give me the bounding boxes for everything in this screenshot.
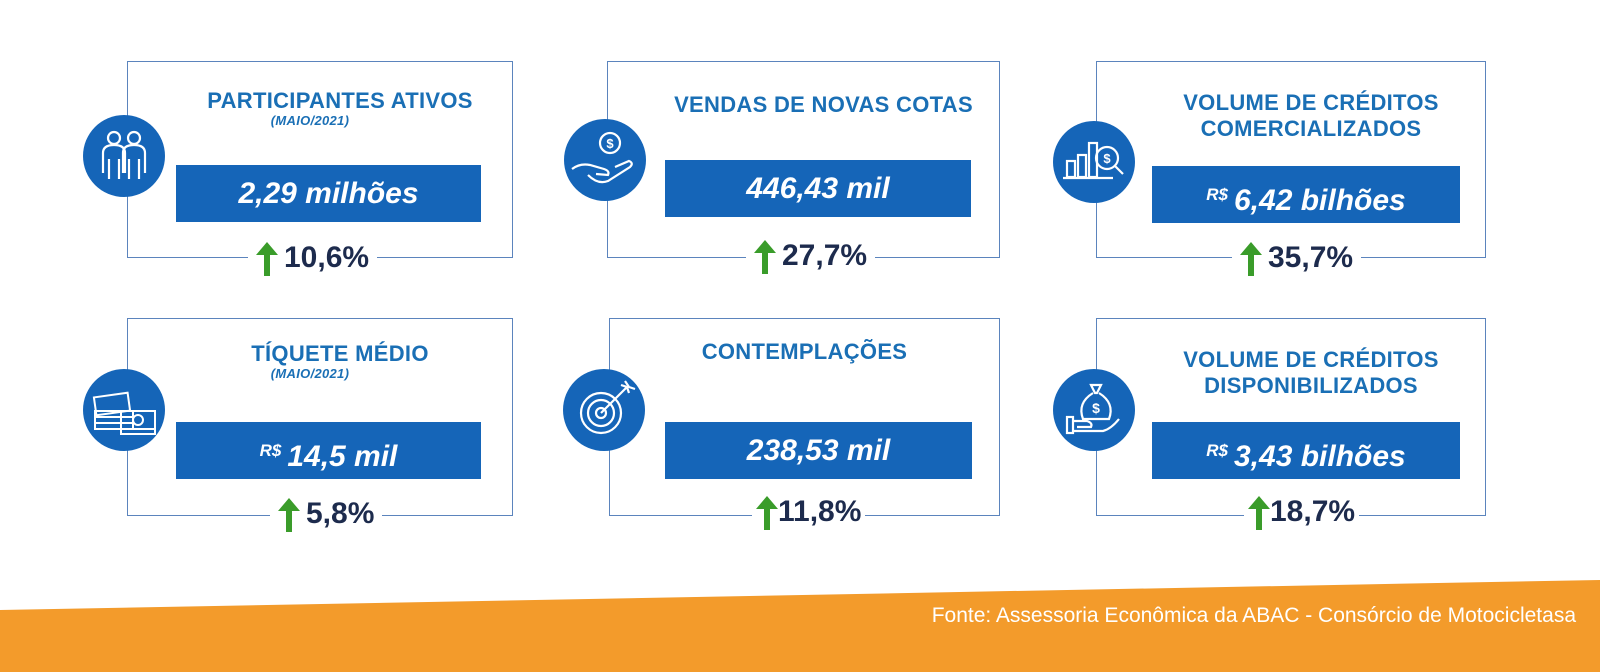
value-text: 446,43 mil <box>746 172 890 205</box>
card-title: PARTICIPANTES ATIVOS (MAIO/2021) <box>168 88 512 128</box>
card-subtitle: (MAIO/2021) <box>270 113 350 128</box>
people-icon <box>83 115 165 197</box>
value-box: R$ 14,5 mil <box>176 422 481 479</box>
target-icon <box>563 369 645 451</box>
value-box: 238,53 mil <box>665 422 972 479</box>
value-box: R$ 3,43 bilhões <box>1152 422 1460 479</box>
currency-symbol: R$ <box>1206 441 1228 460</box>
money-stack-icon <box>83 369 165 451</box>
chart-magnifier-icon: $ <box>1053 121 1135 203</box>
growth-indicator: 27,7% <box>746 238 876 275</box>
money-bag-hand-icon: $ <box>1053 369 1135 451</box>
source-text: Fonte: Assessoria Econômica da ABAC - Co… <box>931 604 1576 627</box>
arrow-up-icon <box>756 496 778 531</box>
growth-value: 10,6% <box>284 241 370 274</box>
card-title: CONTEMPLAÇÕES <box>701 339 908 364</box>
card-title: TÍQUETE MÉDIO (MAIO/2021) <box>168 341 512 381</box>
hand-coin-icon: $ <box>564 119 646 201</box>
card-volume-creditos-comercializados: VOLUME DE CRÉDITOS COMERCIALIZADOS R$ 6,4… <box>1096 61 1486 258</box>
growth-value: 35,7% <box>1268 241 1354 274</box>
growth-indicator: 11,8% <box>752 494 866 531</box>
card-vendas-novas-cotas: VENDAS DE NOVAS COTAS 446,43 mil <box>607 61 1000 258</box>
growth-indicator: 35,7% <box>1232 240 1362 277</box>
arrow-up-icon <box>754 240 776 275</box>
growth-indicator: 18,7% <box>1244 494 1360 531</box>
growth-value: 18,7% <box>1270 495 1356 528</box>
svg-text:$: $ <box>606 136 614 151</box>
card-title: VOLUME DE CRÉDITOS COMERCIALIZADOS <box>1183 90 1439 141</box>
value-box: R$ 6,42 bilhões <box>1152 166 1460 223</box>
value-text: 2,29 milhões <box>238 177 419 210</box>
card-tiquete-medio: TÍQUETE MÉDIO (MAIO/2021) R$ 14,5 mil <box>127 318 513 516</box>
value-text: 3,43 bilhões <box>1233 440 1406 473</box>
card-contemplacoes: CONTEMPLAÇÕES 238,53 mil <box>609 318 1000 516</box>
growth-indicator: 10,6% <box>248 240 378 277</box>
svg-text:$: $ <box>1103 151 1111 166</box>
card-title: VOLUME DE CRÉDITOS DISPONIBILIZADOS <box>1183 347 1439 398</box>
card-subtitle: (MAIO/2021) <box>270 366 350 381</box>
growth-value: 5,8% <box>306 497 375 530</box>
growth-indicator: 5,8% <box>270 496 383 533</box>
arrow-up-icon <box>278 498 300 533</box>
arrow-up-icon <box>1248 496 1270 531</box>
growth-value: 27,7% <box>782 239 868 272</box>
currency-symbol: R$ <box>259 441 282 460</box>
card-participantes-ativos: PARTICIPANTES ATIVOS (MAIO/2021) 2,29 mi… <box>127 61 513 258</box>
arrow-up-icon <box>1240 242 1262 277</box>
arrow-up-icon <box>256 242 278 277</box>
value-text: 6,42 bilhões <box>1233 184 1406 217</box>
card-title: VENDAS DE NOVAS COTAS <box>674 92 973 117</box>
svg-text:$: $ <box>1092 400 1100 416</box>
growth-value: 11,8% <box>778 495 862 528</box>
value-box: 2,29 milhões <box>176 165 481 222</box>
value-text: 14,5 mil <box>287 440 398 473</box>
value-box: 446,43 mil <box>665 160 971 217</box>
value-text: 238,53 mil <box>746 434 891 467</box>
currency-symbol: R$ <box>1206 185 1228 204</box>
